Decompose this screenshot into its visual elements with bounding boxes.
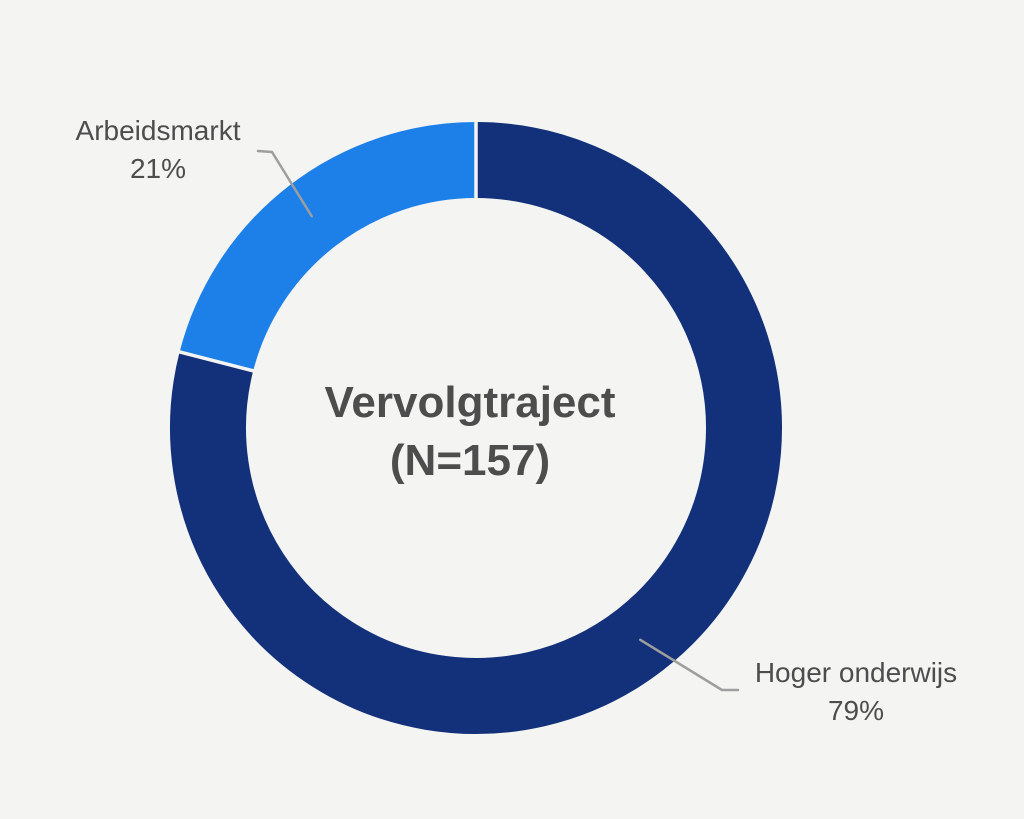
donut-segment-arbeidsmarkt — [179, 122, 477, 372]
callout-hoger-onderwijs: Hoger onderwijs 79% — [726, 654, 986, 730]
chart-sample-size: (N=157) — [389, 436, 551, 485]
callout-arbeidsmarkt-label: Arbeidsmarkt — [75, 115, 241, 146]
leader-line-hoger-onderwijs — [639, 638, 740, 692]
chart-title: Vervolgtraject — [324, 378, 616, 427]
callout-arbeidsmarkt: Arbeidsmarkt 21% — [48, 112, 268, 188]
callout-hoger-onderwijs-percent: 79% — [827, 695, 885, 726]
leader-line-arbeidsmarkt — [256, 149, 313, 218]
callout-hoger-onderwijs-label: Hoger onderwijs — [754, 657, 958, 688]
callout-arbeidsmarkt-percent: 21% — [129, 153, 187, 184]
segment-gap-divider — [175, 349, 258, 374]
chart-center-title: Vervolgtraject (N=157) — [176, 374, 764, 490]
